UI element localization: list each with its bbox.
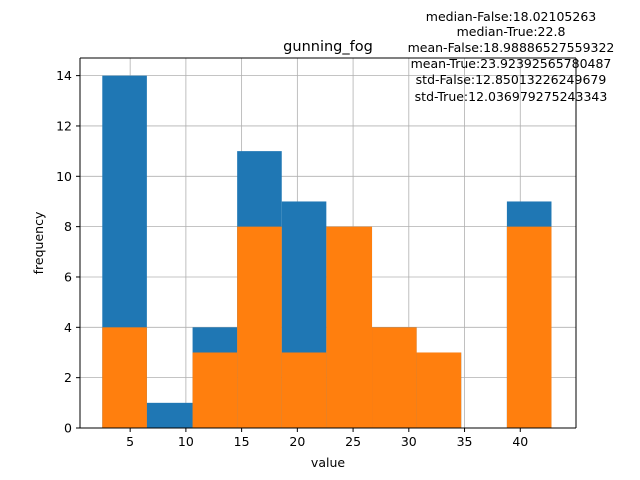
y-tick-label: 4 xyxy=(64,320,72,335)
histogram-bar-series-2 xyxy=(326,226,373,428)
histogram-bar-series-2 xyxy=(416,352,462,428)
y-tick-label: 2 xyxy=(64,370,72,385)
x-tick-label: 25 xyxy=(345,434,361,449)
stat-mean-false: mean-False:18.98886527559322 xyxy=(408,40,615,55)
histogram-bar-series-2 xyxy=(192,352,238,428)
chart-title: gunning_fog xyxy=(283,39,373,55)
y-tick-label: 10 xyxy=(56,169,72,184)
x-tick-label: 20 xyxy=(289,434,305,449)
x-tick-label: 15 xyxy=(234,434,250,449)
y-tick-label: 14 xyxy=(56,68,72,83)
x-axis-label: value xyxy=(311,455,345,470)
stat-std-false: std-False:12.85013226249679 xyxy=(416,72,607,87)
plot-frame xyxy=(79,57,577,429)
y-axis-label: frequency xyxy=(31,211,46,274)
stat-median-false: median-False:18.02105263 xyxy=(426,9,596,24)
histogram-bars xyxy=(102,75,552,428)
histogram-bar-series-2 xyxy=(237,226,282,428)
stat-median-true: median-True:22.8 xyxy=(457,24,566,39)
y-tick-label: 12 xyxy=(56,118,72,133)
y-tick-label: 8 xyxy=(64,219,72,234)
x-tick-label: 10 xyxy=(178,434,194,449)
y-tick-label: 0 xyxy=(64,421,72,436)
x-tick-label: 35 xyxy=(457,434,473,449)
statistics-annotation: median-False:18.02105263 median-True:22.… xyxy=(408,9,615,104)
stat-std-true: std-True:12.036979275243343 xyxy=(415,89,608,104)
histogram-bar-series-2 xyxy=(506,226,552,428)
x-tick-label: 30 xyxy=(401,434,417,449)
histogram-bar-series-2 xyxy=(102,327,147,428)
x-tick-label: 5 xyxy=(126,434,134,449)
y-tick-label: 6 xyxy=(64,269,72,284)
axis-ticks: 5 10 15 20 25 30 35 40 0 2 4 6 8 10 12 14 xyxy=(56,68,528,449)
stat-mean-true: mean-True:23.92392565780487 xyxy=(411,56,612,71)
histogram-bar-series-2 xyxy=(281,352,327,428)
x-tick-label: 40 xyxy=(512,434,528,449)
histogram-bar-series-1 xyxy=(146,402,193,428)
histogram-bar-series-2 xyxy=(372,327,417,428)
